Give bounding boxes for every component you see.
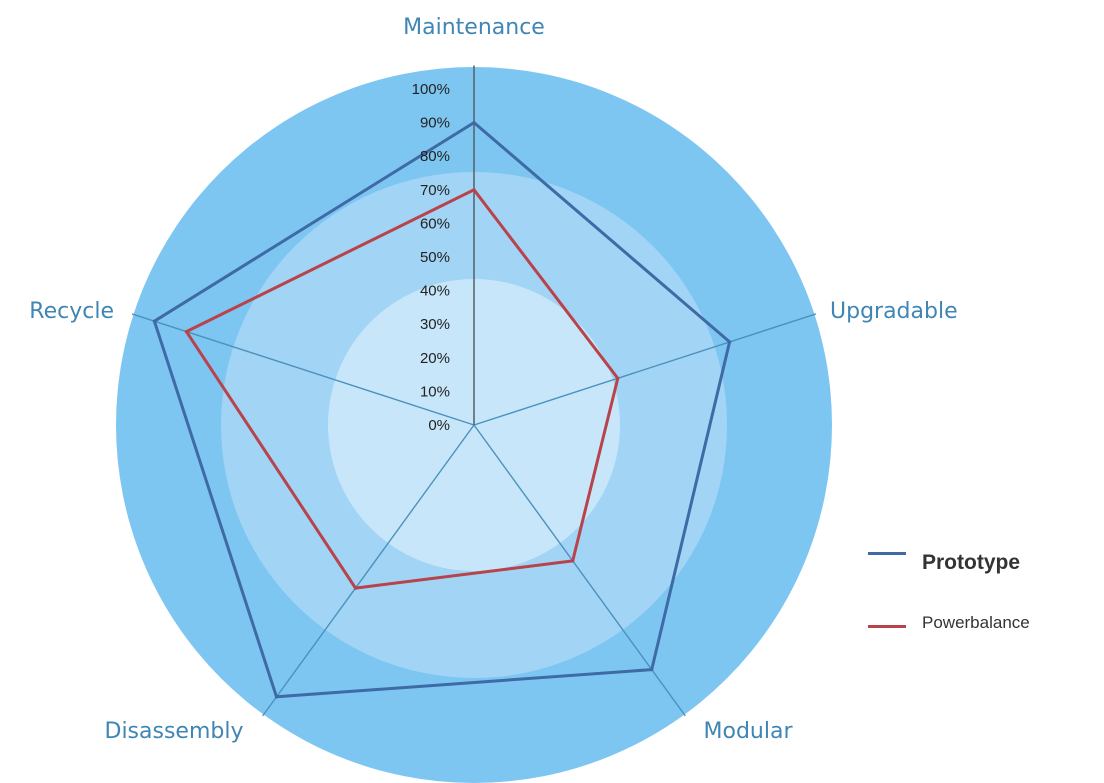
tick-label: 70% xyxy=(420,182,450,199)
point-powerbalance-modular xyxy=(571,559,575,563)
tick-label: 50% xyxy=(420,249,450,266)
tick-label: 0% xyxy=(428,417,450,434)
series-layer xyxy=(152,120,732,699)
axis-label-disassembly: Disassembly xyxy=(105,719,244,744)
tick-label: 20% xyxy=(420,350,450,367)
spoke-recycle xyxy=(131,313,475,426)
point-powerbalance-disassembly xyxy=(353,586,358,590)
legend-label-powerbalance: Powerbalance xyxy=(922,613,1030,632)
axis-labels: Maintenance Upgradable Modular Disassembly R… xyxy=(29,15,957,744)
point-powerbalance-maintenance xyxy=(472,188,476,192)
legend-item-powerbalance: Powerbalance xyxy=(860,608,1090,668)
spoke-modular xyxy=(473,424,686,717)
spoke-disassembly xyxy=(262,424,475,717)
tick-label: 80% xyxy=(420,148,450,165)
tick-label: 90% xyxy=(420,115,450,132)
legend-label-prototype: Prototype xyxy=(922,551,1021,574)
point-prototype-maintenance xyxy=(472,121,476,125)
series-powerbalance xyxy=(184,187,620,590)
axis-label-upgradable: Upgradable xyxy=(830,299,958,324)
tick-label: 40% xyxy=(420,283,450,300)
tick-label: 30% xyxy=(420,316,450,333)
tick-label: 100% xyxy=(412,81,450,98)
point-prototype-upgradable xyxy=(728,340,732,344)
tick-label: 10% xyxy=(420,383,450,400)
point-prototype-disassembly xyxy=(274,695,279,699)
axis-label-maintenance: Maintenance xyxy=(403,15,545,40)
tick-label: 60% xyxy=(420,215,450,232)
legend: Prototype Powerbalance xyxy=(860,548,1090,668)
radar-spokes xyxy=(131,65,817,717)
axis-label-modular: Modular xyxy=(704,719,794,744)
legend-swatch-prototype xyxy=(868,552,906,555)
point-powerbalance-recycle xyxy=(184,329,189,334)
point-powerbalance-upgradable xyxy=(616,376,620,380)
spoke-upgradable xyxy=(473,313,817,426)
series-prototype xyxy=(152,120,732,699)
legend-item-prototype: Prototype xyxy=(860,548,1090,608)
point-prototype-recycle xyxy=(152,319,157,323)
axis-label-recycle: Recycle xyxy=(29,299,114,324)
point-prototype-modular xyxy=(650,668,654,672)
radial-tick-labels: 0% 10% 20% 30% 40% 50% 60% 70% 80% 90% 100% xyxy=(412,81,450,434)
legend-swatch-powerbalance xyxy=(868,625,906,628)
